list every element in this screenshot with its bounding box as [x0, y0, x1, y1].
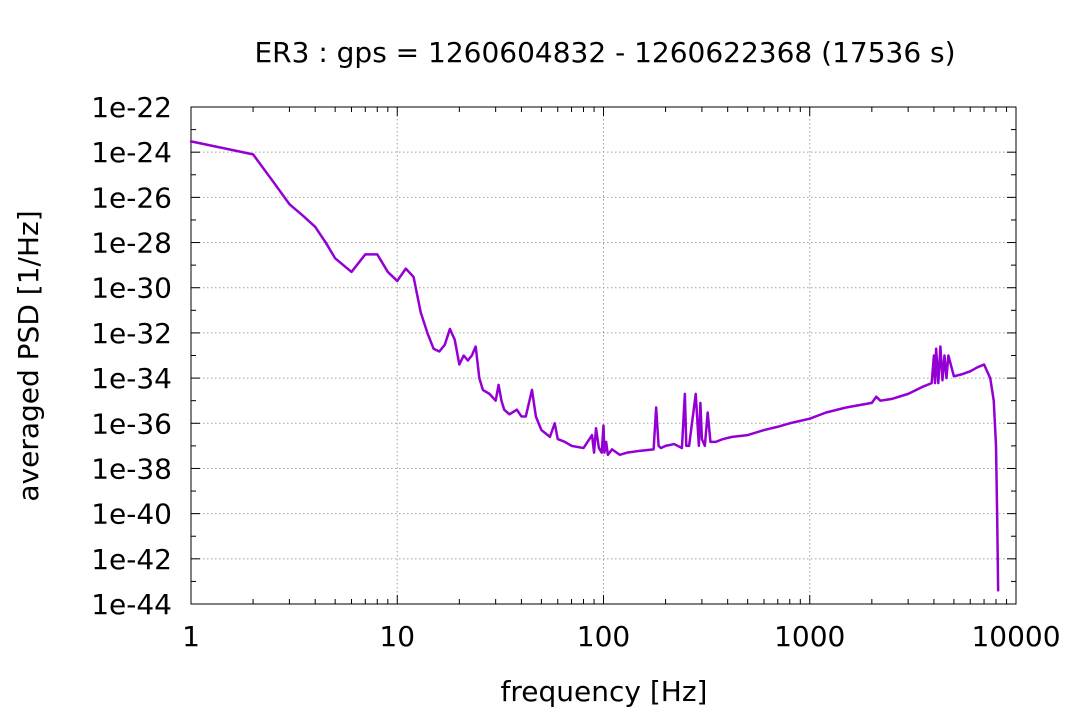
y-tick-label: 1e-40 [91, 498, 172, 531]
y-axis-label: averaged PSD [1/Hz] [12, 210, 45, 501]
y-tick-label: 1e-30 [91, 272, 172, 305]
y-tick-label: 1e-28 [91, 227, 172, 260]
axis-ticks [190, 106, 1017, 605]
x-tick-label: 10 [379, 620, 415, 653]
y-tick-label: 1e-36 [91, 407, 172, 440]
psd-series-line [189, 140, 1000, 592]
y-tick-label: 1e-32 [91, 317, 172, 350]
y-tick-label: 1e-34 [91, 362, 172, 395]
series-layer [189, 140, 1000, 592]
y-tick-label: 1e-44 [91, 588, 172, 621]
y-tick-label: 1e-42 [91, 543, 172, 576]
y-tick-label: 1e-22 [91, 91, 172, 124]
y-tick-label: 1e-24 [91, 136, 172, 169]
x-tick-label: 100 [577, 620, 630, 653]
y-tick-label: 1e-26 [91, 181, 172, 214]
x-tick-label: 10000 [971, 620, 1060, 653]
x-axis-label: frequency [Hz] [501, 675, 708, 708]
x-tick-label: 1000 [774, 620, 845, 653]
x-tick-label: 1 [182, 620, 200, 653]
tick-labels: 1 10 100 1000 10000 1e-22 1e-24 1e-26 1e-28 1e-30… [91, 91, 1060, 653]
chart-title: ER3 : gps = 1260604832 - 1260622368 (175… [254, 36, 955, 69]
grid-lines [191, 107, 1016, 604]
y-tick-label: 1e-38 [91, 452, 172, 485]
